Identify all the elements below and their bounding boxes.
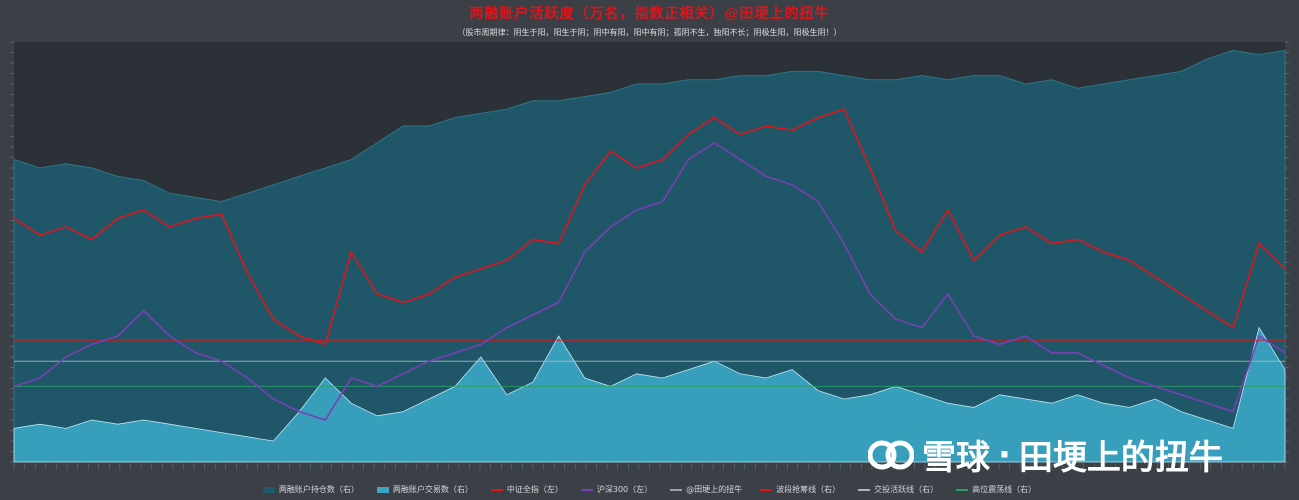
legend-item-author[interactable]: @田埂上的扭牛	[670, 484, 742, 495]
line-series-hs300	[13, 141, 1286, 421]
line-series-group	[13, 108, 1286, 421]
area-series-trading	[13, 326, 1286, 463]
legend-swatch	[760, 488, 773, 491]
legend-item-trading[interactable]: 两融账户交易数（右）	[376, 484, 473, 495]
axis-ticks-group	[10, 41, 1289, 470]
legend-label: 波段抢筹线（右）	[776, 485, 841, 494]
chart-legend: 两融账户持仓数（右） 两融账户交易数（右） 中证全指（左） 沪深300（左） @…	[0, 484, 1299, 495]
legend-swatch	[376, 486, 389, 493]
watermark-separator: ·	[998, 434, 1011, 475]
legend-label: 交投活跃线（右）	[874, 485, 939, 494]
legend-swatch	[580, 488, 593, 491]
legend-swatch	[490, 488, 503, 491]
area-series-group	[13, 49, 1286, 463]
legend-label: 两融账户交易数（右）	[392, 485, 473, 494]
legend-swatch	[858, 488, 871, 491]
snowball-logo-icon	[868, 440, 914, 469]
line-series-csi-all	[13, 108, 1286, 346]
chart-title: 两融账户活跃度（万名，指数正相关）@田埂上的扭牛	[469, 6, 830, 22]
legend-item-csi-all[interactable]: 中证全指（左）	[490, 484, 563, 495]
chart-subtitle: （股市周期律：阴生于阳，阳生于阴；阴中有阳，阳中有阴；孤阴不生，独阳不长；阴极生…	[457, 28, 842, 37]
legend-item-active-line[interactable]: 交投活跃线（右）	[858, 484, 938, 495]
snowball-watermark: 雪球 · 田埂上的扭牛	[868, 430, 1223, 479]
legend-item-hs300[interactable]: 沪深300（左）	[580, 484, 653, 495]
legend-label: @田埂上的扭牛	[686, 485, 743, 494]
legend-label: 中证全指（左）	[506, 485, 563, 494]
legend-label: 两融账户持仓数（右）	[278, 485, 359, 494]
legend-swatch	[262, 486, 275, 493]
watermark-brand: 雪球	[922, 438, 990, 478]
legend-item-band-line[interactable]: 波段抢筹线（右）	[760, 484, 840, 495]
legend-item-holdings[interactable]: 两融账户持仓数（右）	[262, 484, 359, 495]
legend-label: 沪深300（左）	[596, 485, 653, 494]
legend-swatch	[956, 488, 969, 491]
legend-swatch	[670, 488, 683, 491]
legend-label: 高位震荡线（右）	[972, 485, 1037, 494]
watermark-author: 田埂上的扭牛	[1018, 438, 1223, 478]
area-series-holdings	[13, 49, 1286, 463]
reference-lines-group	[14, 339, 1285, 387]
legend-item-high-line[interactable]: 高位震荡线（右）	[956, 484, 1036, 495]
